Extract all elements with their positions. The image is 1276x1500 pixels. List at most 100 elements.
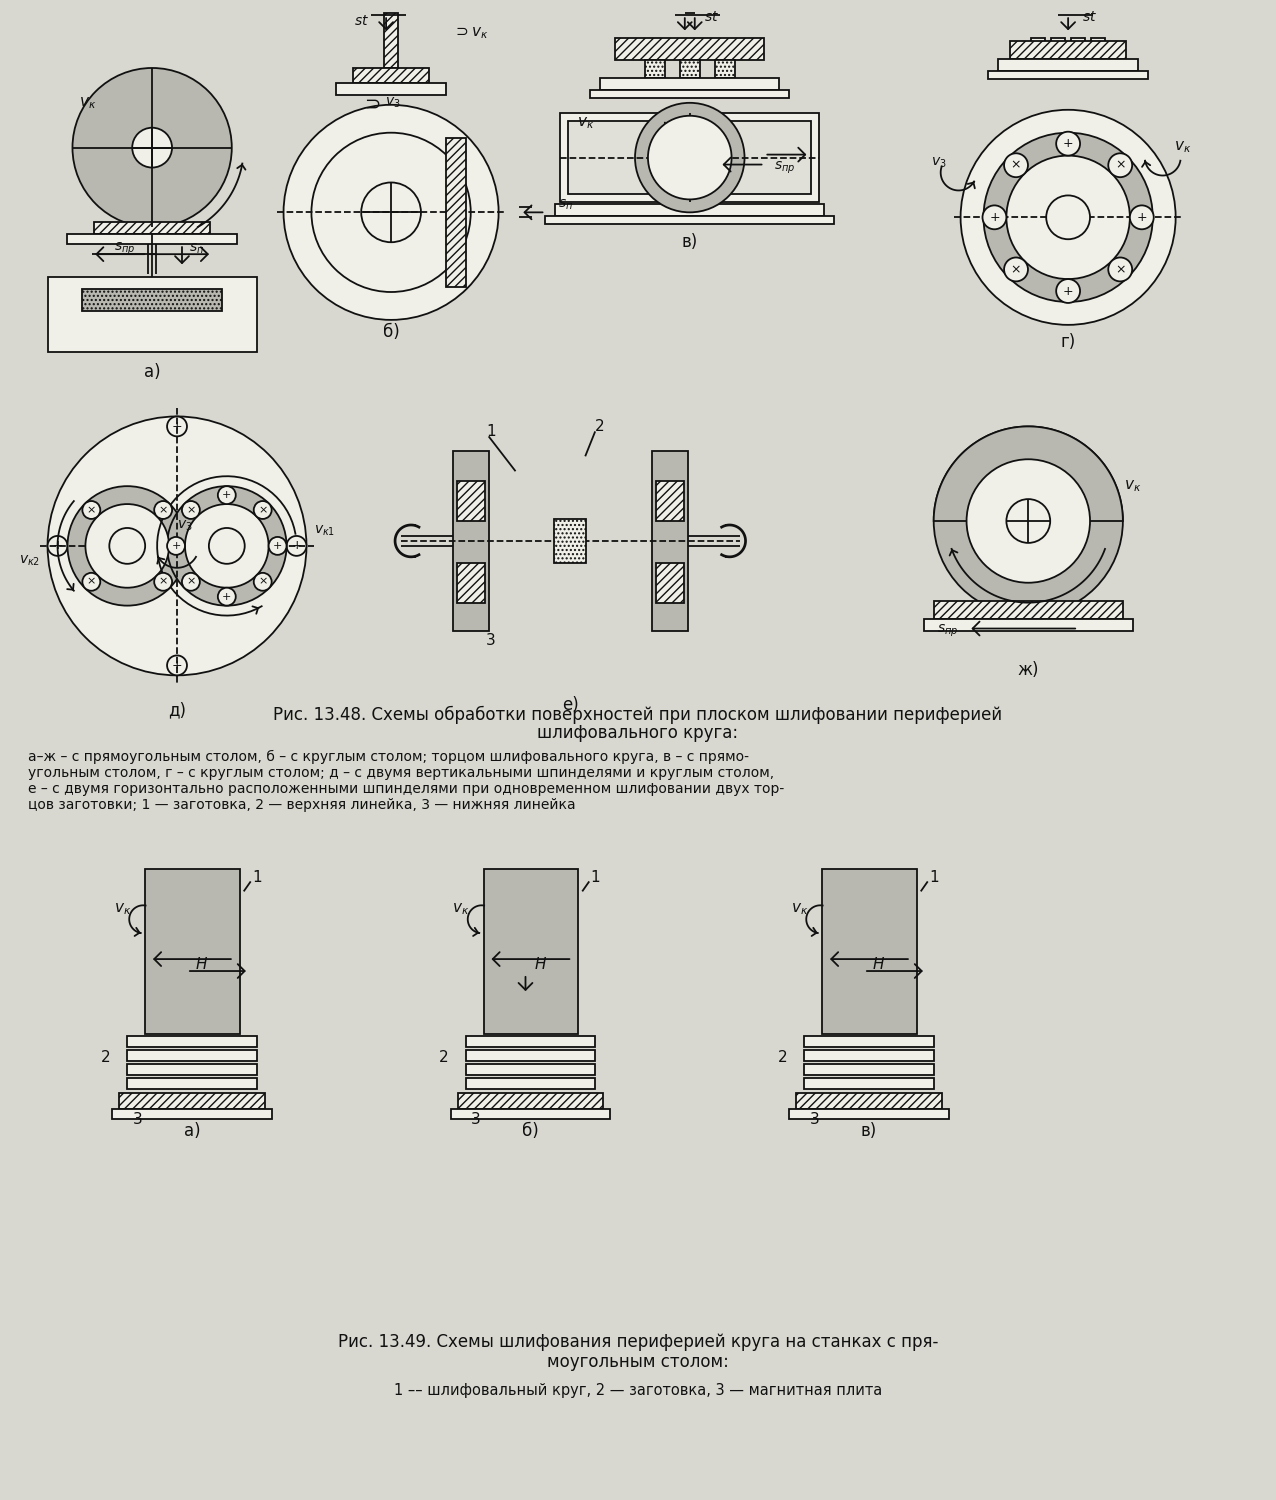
Text: а): а)	[144, 363, 161, 381]
Text: +: +	[171, 542, 181, 550]
Text: шлифовального круга:: шлифовального круга:	[537, 724, 739, 742]
Text: $H$: $H$	[873, 956, 886, 972]
Bar	[715, 60, 735, 78]
Text: $s_{пр}$: $s_{пр}$	[773, 159, 795, 176]
Bar	[822, 870, 916, 1033]
Bar	[1071, 38, 1085, 70]
Text: $s_{пр}$: $s_{пр}$	[114, 242, 135, 258]
Text: $v_{\kappa2}$: $v_{\kappa2}$	[19, 554, 41, 568]
Text: 1: 1	[591, 870, 600, 885]
Text: 2: 2	[439, 1050, 449, 1065]
Text: 1: 1	[929, 870, 939, 885]
Circle shape	[1004, 153, 1028, 177]
Text: +: +	[291, 540, 302, 552]
Circle shape	[110, 528, 145, 564]
Text: 1 –– шлифовальный круг, 2 — заготовка, 3 — магнитная плита: 1 –– шлифовальный круг, 2 — заготовка, 3…	[394, 1383, 882, 1398]
Text: +: +	[1137, 211, 1147, 223]
Text: 2: 2	[777, 1050, 787, 1065]
Text: $s_{пр}$: $s_{пр}$	[938, 622, 958, 639]
Bar	[458, 1094, 604, 1110]
Text: +: +	[172, 658, 182, 672]
Text: $v_{\kappa1}$: $v_{\kappa1}$	[314, 524, 336, 538]
Text: $v_{\kappa}$: $v_{\kappa}$	[577, 116, 593, 130]
Text: ×: ×	[258, 578, 268, 586]
Text: Рис. 13.49. Схемы шлифования периферией круга на станках с пря-: Рис. 13.49. Схемы шлифования периферией …	[338, 1334, 938, 1352]
Bar	[656, 562, 684, 603]
Bar	[47, 278, 256, 351]
Circle shape	[283, 105, 499, 320]
Circle shape	[182, 501, 200, 519]
Circle shape	[1007, 500, 1050, 543]
Bar	[680, 60, 699, 78]
Circle shape	[1109, 258, 1132, 282]
Bar	[353, 68, 429, 82]
Text: +: +	[273, 542, 282, 550]
Text: ×: ×	[186, 578, 195, 586]
Bar	[68, 234, 237, 244]
Text: а): а)	[184, 1122, 200, 1140]
Circle shape	[934, 426, 1123, 615]
Circle shape	[961, 110, 1175, 326]
Bar	[466, 1077, 595, 1089]
Circle shape	[85, 504, 168, 588]
Bar	[989, 70, 1148, 80]
Bar	[128, 1036, 256, 1047]
Text: +: +	[222, 591, 231, 602]
Text: $v_{\kappa}$: $v_{\kappa}$	[791, 902, 808, 916]
Circle shape	[47, 417, 306, 675]
Text: $H$: $H$	[195, 956, 208, 972]
Circle shape	[133, 128, 172, 168]
Text: $v_3$: $v_3$	[177, 519, 193, 532]
Text: +: +	[172, 420, 182, 434]
Text: 3: 3	[809, 1112, 819, 1126]
Circle shape	[1007, 156, 1129, 279]
Text: $st$: $st$	[353, 13, 369, 28]
Bar	[644, 60, 665, 78]
Text: 1: 1	[486, 424, 495, 439]
Circle shape	[254, 501, 272, 519]
Text: 1: 1	[251, 870, 262, 885]
Circle shape	[73, 68, 232, 228]
Text: ×: ×	[158, 506, 168, 515]
Text: $st$: $st$	[1082, 10, 1097, 24]
Circle shape	[254, 573, 272, 591]
Circle shape	[154, 573, 172, 591]
Text: 3: 3	[486, 633, 495, 648]
Bar	[1011, 40, 1125, 58]
Circle shape	[1057, 279, 1079, 303]
Text: е): е)	[561, 696, 579, 714]
Bar	[453, 452, 489, 630]
Bar	[804, 1077, 934, 1089]
Bar	[652, 452, 688, 630]
Bar	[466, 1064, 595, 1074]
Circle shape	[1109, 153, 1132, 177]
Text: моугольным столом:: моугольным столом:	[547, 1353, 729, 1371]
Text: $H$: $H$	[533, 956, 547, 972]
Circle shape	[209, 528, 245, 564]
Circle shape	[68, 486, 188, 606]
Bar	[656, 482, 684, 520]
Text: +: +	[989, 211, 1000, 223]
Bar	[568, 122, 812, 195]
Text: +: +	[222, 490, 231, 500]
Text: ×: ×	[1011, 262, 1021, 276]
Bar	[924, 618, 1133, 630]
Text: ×: ×	[1115, 159, 1125, 171]
Text: $v_{\kappa}$: $v_{\kappa}$	[79, 94, 96, 111]
Text: Рис. 13.48. Схемы обработки поверхностей при плоском шлифовании периферией: Рис. 13.48. Схемы обработки поверхностей…	[273, 706, 1003, 724]
Text: д): д)	[168, 700, 186, 718]
Bar	[1051, 38, 1065, 70]
Text: $v_{\kappa}$: $v_{\kappa}$	[452, 902, 470, 916]
Bar	[466, 1036, 595, 1047]
Bar	[450, 1110, 610, 1119]
Circle shape	[635, 104, 744, 213]
Circle shape	[218, 588, 236, 606]
Bar	[466, 1050, 595, 1060]
Text: $st$: $st$	[704, 10, 720, 24]
Bar	[128, 1064, 256, 1074]
Bar	[457, 482, 485, 520]
Text: цов заготовки; 1 — заготовка, 2 — верхняя линейка, 3 — нижняя линейка: цов заготовки; 1 — заготовка, 2 — верхня…	[28, 798, 575, 812]
Circle shape	[966, 459, 1090, 582]
Bar	[457, 562, 485, 603]
Bar	[804, 1064, 934, 1074]
